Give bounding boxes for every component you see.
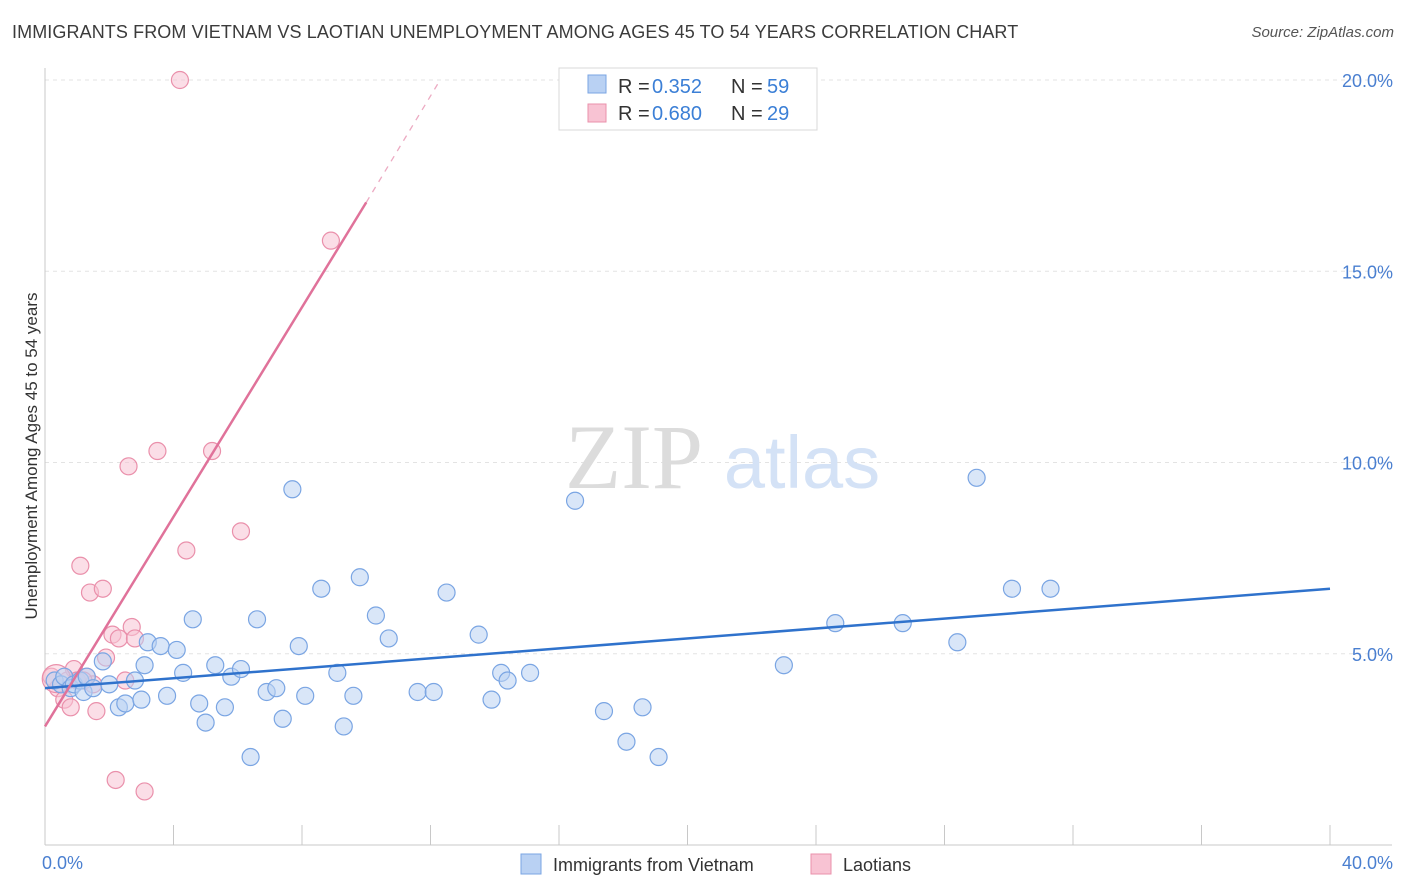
- vietnam-point-32: [273, 709, 292, 728]
- vietnam-point-28: [241, 747, 260, 767]
- laotians-point-21: [135, 782, 154, 801]
- chart-title: IMMIGRANTS FROM VIETNAM VS LAOTIAN UNEMP…: [12, 22, 1019, 42]
- gridlines: [45, 79, 1392, 655]
- vietnam-point-21: [183, 610, 202, 629]
- vietnam-point-19: [167, 640, 186, 660]
- vietnam-point-46: [469, 625, 488, 644]
- vietnam-point-50: [520, 663, 540, 682]
- legend-swatch-vietnam: [587, 74, 607, 94]
- vietnam-point-56: [774, 656, 793, 675]
- legend-n-label-vietnam: N =: [731, 76, 763, 98]
- vietnam-point-47: [482, 690, 501, 709]
- laotians-point-15: [106, 770, 125, 790]
- vietnam-point-12: [116, 694, 135, 713]
- bottom-legend-label-vietnam: Immigrants from Vietnam: [553, 855, 754, 875]
- vietnam-point-49: [498, 671, 517, 690]
- series-legend: Immigrants from Vietnam Laotians: [520, 853, 911, 875]
- vietnam-point-31: [267, 679, 286, 698]
- vietnam-point-14: [132, 690, 151, 709]
- x-tick-label-1: 40.0%: [1342, 853, 1393, 873]
- y-tick-label-3: 20.0%: [1342, 71, 1393, 91]
- laotians-point-12: [93, 579, 112, 598]
- vietnam-point-51: [565, 491, 585, 510]
- vietnam-point-44: [424, 682, 443, 702]
- vietnam-point-57: [826, 614, 845, 633]
- y-tick-label-0: 5.0%: [1352, 645, 1393, 665]
- vietnam-point-40: [350, 568, 369, 587]
- legend-r-label-vietnam: R =: [618, 76, 650, 98]
- laotians-point-26: [231, 522, 251, 541]
- vietnam-point-39: [344, 686, 363, 705]
- vietnam-point-36: [312, 579, 331, 598]
- laotians-point-23: [170, 70, 190, 90]
- laotians-point-18: [119, 457, 138, 476]
- vietnam-point-43: [408, 682, 427, 702]
- legend-n-label-laotians: N =: [731, 103, 763, 125]
- vietnam-point-24: [206, 656, 225, 675]
- vietnam-point-29: [247, 610, 267, 629]
- bottom-legend-swatch-vietnam: [520, 853, 542, 875]
- vietnam-point-61: [1002, 579, 1022, 598]
- y-tick-label-1: 10.0%: [1342, 454, 1393, 474]
- stats-legend: R = 0.352 N = 59 R = 0.680 N = 29: [558, 67, 818, 131]
- laotians-point-24: [177, 541, 196, 560]
- legend-r-value-vietnam: 0.352: [652, 76, 702, 98]
- laotians-trend-line: [43, 201, 368, 728]
- vietnam-point-45: [437, 583, 456, 602]
- x-tick-labels: 0.0% 40.0%: [42, 853, 1393, 873]
- x-tick-label-0: 0.0%: [42, 853, 83, 873]
- vietnam-point-23: [196, 713, 215, 732]
- watermark: ZIP atlas: [565, 406, 880, 508]
- vietnam-points: [45, 468, 1060, 767]
- vietnam-point-8: [84, 679, 103, 698]
- vietnam-point-62: [1041, 579, 1060, 598]
- y-tick-label-2: 15.0%: [1342, 262, 1393, 282]
- vietnam-point-17: [151, 636, 170, 656]
- vietnam-point-22: [190, 694, 209, 713]
- legend-r-label-laotians: R =: [618, 103, 650, 125]
- vietnam-point-55: [649, 747, 668, 767]
- vietnam-point-52: [594, 702, 614, 721]
- vietnam-point-34: [289, 636, 308, 656]
- watermark-atlas: atlas: [724, 421, 880, 504]
- vietnam-point-27: [231, 659, 251, 679]
- laotians-point-7: [71, 556, 90, 575]
- vietnam-point-41: [366, 606, 385, 625]
- axes: [44, 68, 1392, 846]
- legend-n-value-laotians: 29: [767, 103, 789, 125]
- laotians-point-4: [61, 698, 80, 717]
- vietnam-trend-line: [44, 587, 1331, 690]
- vietnam-point-18: [157, 686, 177, 705]
- vietnam-point-38: [334, 717, 353, 736]
- vietnam-point-59: [948, 633, 967, 652]
- legend-n-value-vietnam: 59: [767, 76, 789, 98]
- watermark-zip: ZIP: [565, 406, 703, 508]
- vietnam-point-53: [617, 732, 636, 751]
- trend-lines: [43, 79, 1331, 728]
- vietnam-point-9: [93, 652, 112, 671]
- y-axis-label: Unemployment Among Ages 45 to 54 years: [22, 293, 41, 620]
- bottom-legend-swatch-laotians: [810, 853, 832, 875]
- laotians-point-11: [87, 702, 106, 721]
- legend-swatch-laotians: [587, 103, 607, 123]
- laotians-point-22: [148, 441, 167, 461]
- legend-r-value-laotians: 0.680: [652, 103, 702, 125]
- vietnam-point-42: [379, 629, 398, 648]
- vietnam-point-54: [633, 698, 652, 717]
- vietnam-point-35: [296, 686, 315, 705]
- source-credit: Source: ZipAtlas.com: [1251, 24, 1394, 41]
- vietnam-point-25: [215, 698, 234, 717]
- bottom-legend-label-laotians: Laotians: [843, 855, 911, 875]
- vietnam-point-60: [967, 468, 986, 487]
- laotians-point-27: [321, 231, 341, 250]
- vietnam-point-33: [283, 480, 302, 499]
- laotians-trend-extension: [365, 79, 441, 203]
- vietnam-point-15: [135, 656, 154, 675]
- y-tick-labels: 5.0% 10.0% 15.0% 20.0%: [1342, 71, 1393, 665]
